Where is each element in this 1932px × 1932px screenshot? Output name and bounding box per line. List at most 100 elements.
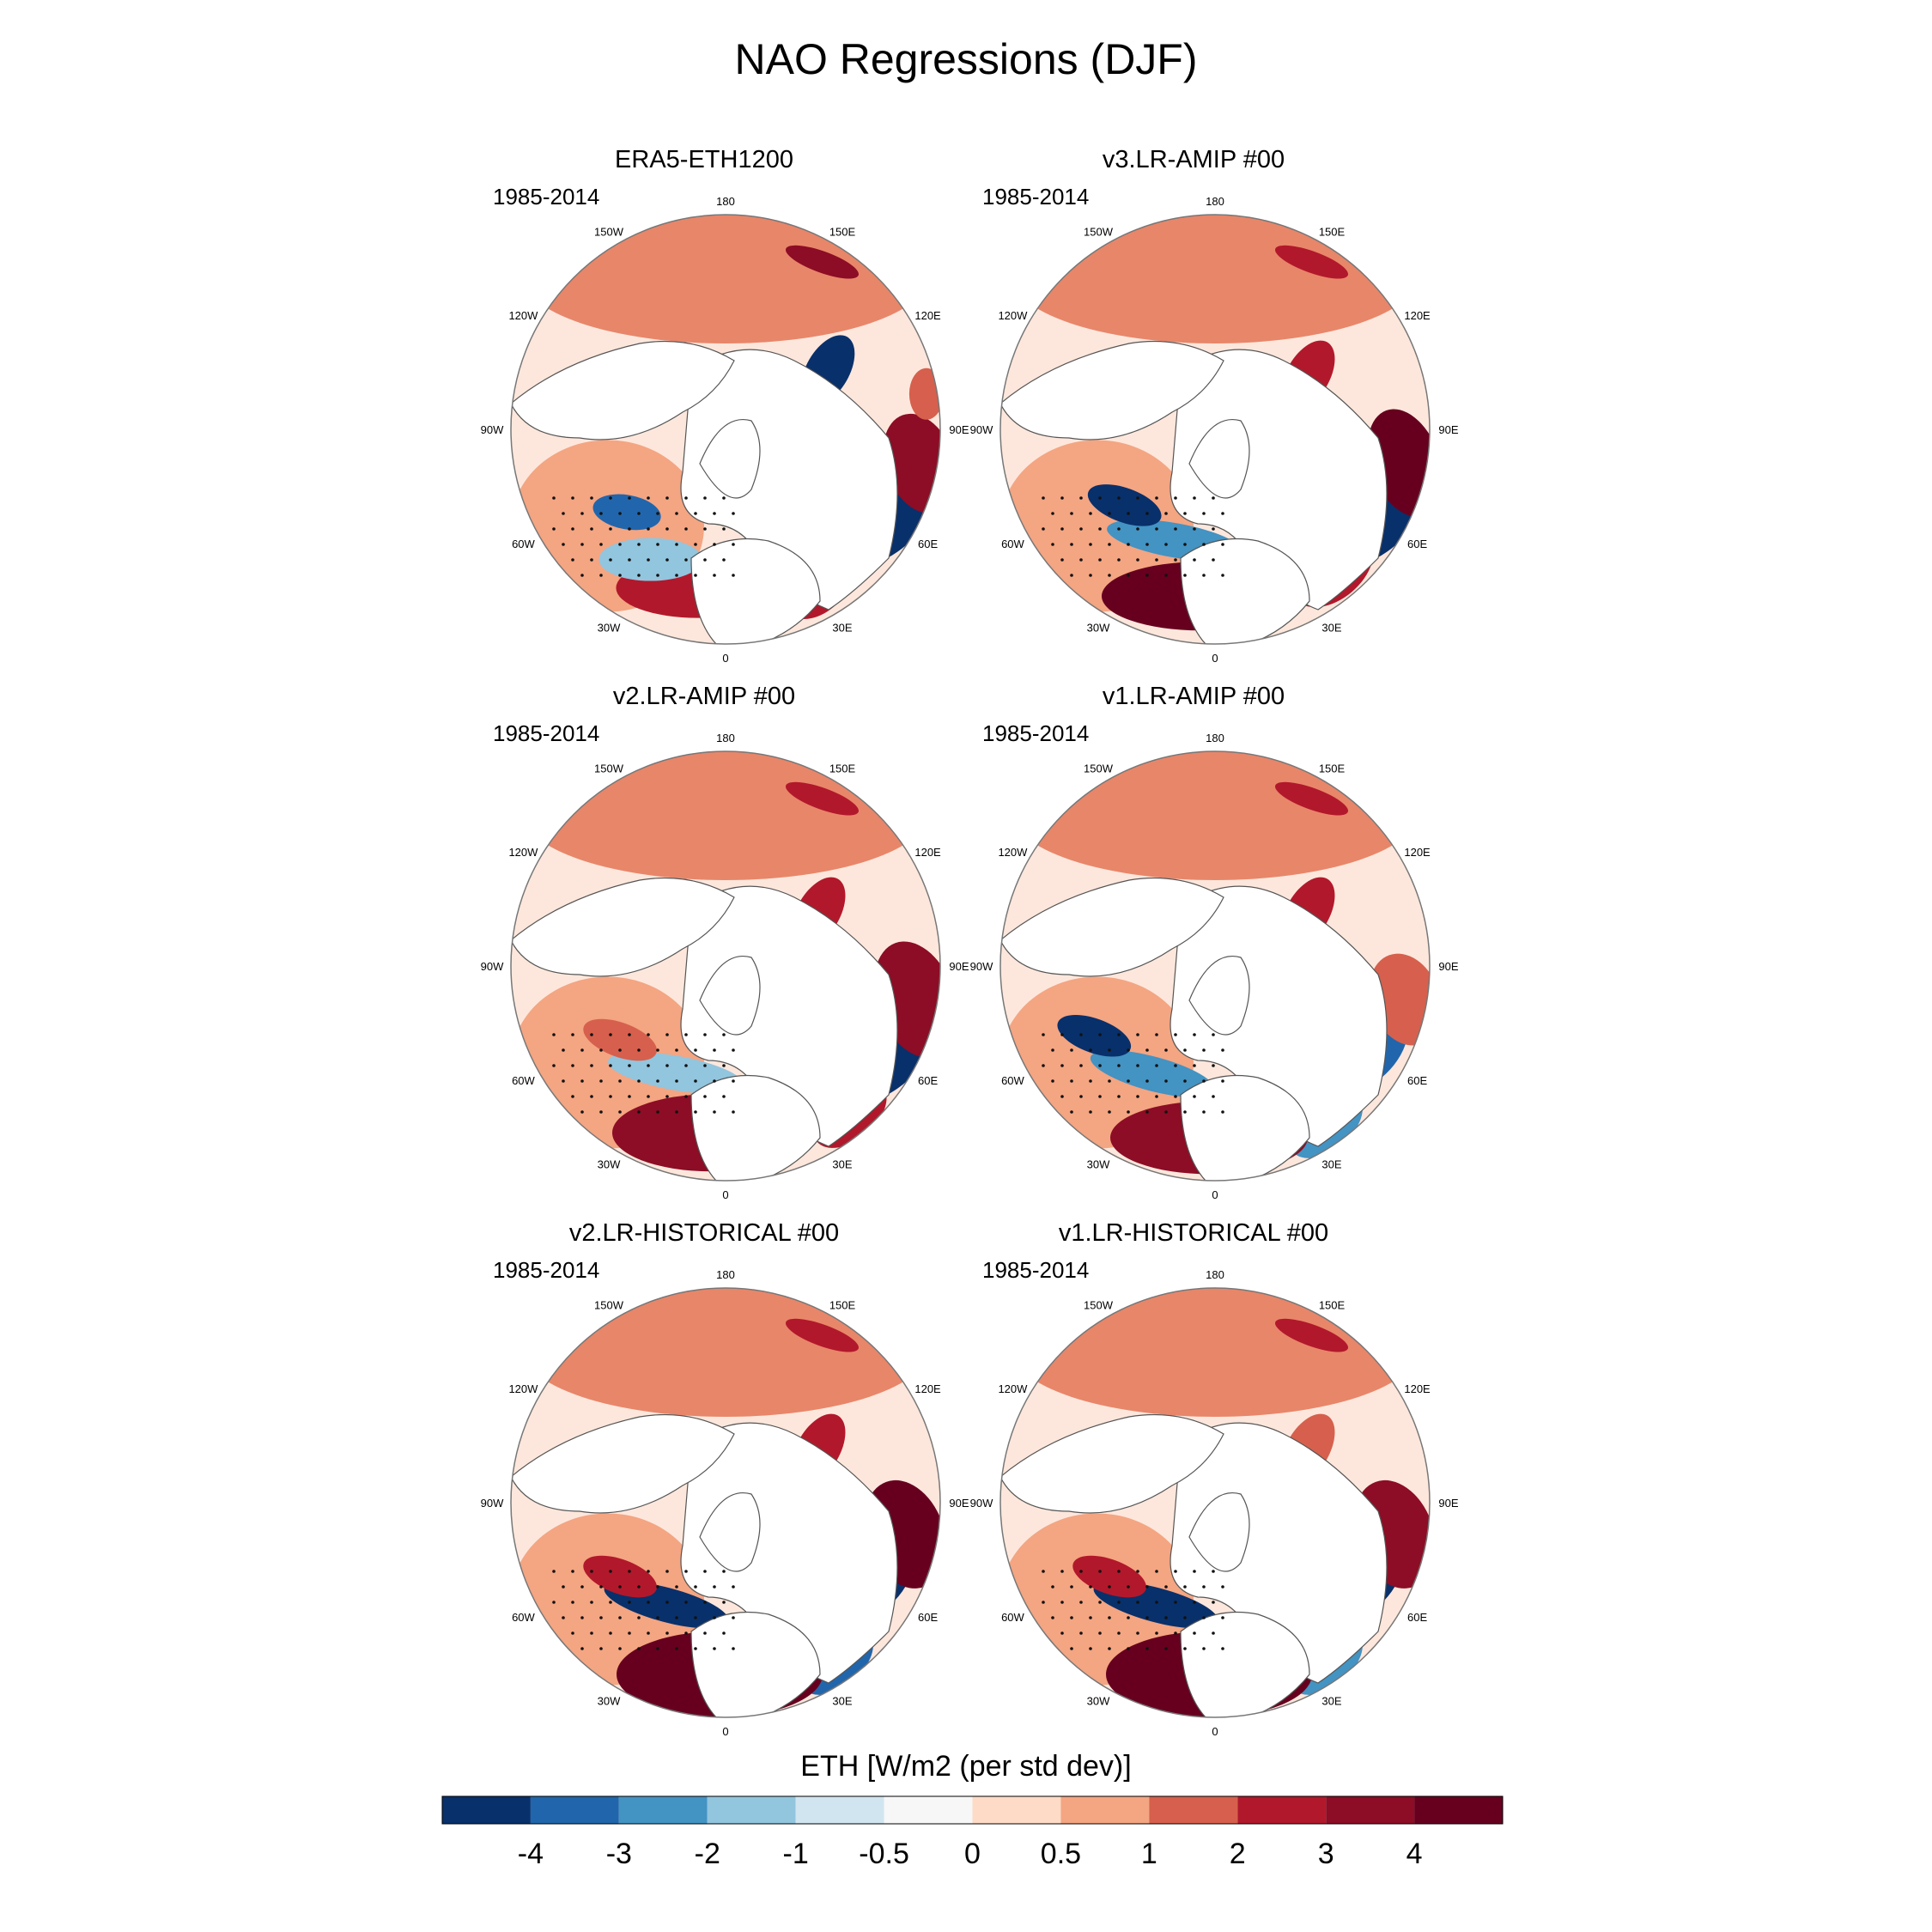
panel-period: 1985-2014 xyxy=(493,184,600,210)
significance-dot xyxy=(637,512,641,515)
significance-dot xyxy=(656,1616,659,1619)
longitude-label: 90E xyxy=(1438,960,1458,973)
land-mass xyxy=(690,1612,821,1717)
significance-dot xyxy=(1079,1570,1083,1573)
significance-dot xyxy=(1145,1616,1149,1619)
panel-title: v3.LR-AMIP #00 xyxy=(1102,146,1285,173)
map-panel: ERA5-ETH1200 1985-2014 180 150E 120E 90E 60E 30… xyxy=(481,146,969,665)
significance-dot xyxy=(1164,1585,1168,1589)
significance-dot xyxy=(1221,1585,1224,1589)
significance-dot xyxy=(1079,1033,1083,1036)
map-boundary xyxy=(999,1287,1431,1718)
significance-dot xyxy=(618,1647,622,1650)
significance-dot xyxy=(637,1585,641,1589)
longitude-label: 60W xyxy=(1001,1611,1024,1624)
polar-map: 180 150E 120E 90E 60E 30E 0 30W 60W 90W 120W 150W xyxy=(970,732,1459,1201)
significance-dot xyxy=(1202,1110,1206,1114)
longitude-label: 180 xyxy=(716,732,735,744)
significance-dot xyxy=(1108,1079,1111,1083)
significance-dot xyxy=(1117,558,1121,562)
significance-dot xyxy=(1136,1570,1139,1573)
significance-dot xyxy=(1145,512,1149,515)
significance-dot xyxy=(1051,574,1054,577)
significance-dot xyxy=(1098,1095,1102,1098)
land-mass xyxy=(680,349,898,611)
significance-dot xyxy=(1174,1095,1177,1098)
significance-dot xyxy=(580,1110,584,1114)
colorbar-swatch xyxy=(884,1796,973,1824)
longitude-label: 0 xyxy=(1212,1725,1218,1738)
longitude-label: 150W xyxy=(594,1299,624,1312)
panel-title: v2.LR-AMIP #00 xyxy=(612,683,796,710)
significance-dot xyxy=(1127,1616,1130,1619)
significance-dot xyxy=(1042,496,1045,500)
longitude-label: 120W xyxy=(998,1382,1028,1395)
significance-dot xyxy=(1079,496,1083,500)
significance-dot xyxy=(647,496,650,500)
significance-dot xyxy=(571,1570,574,1573)
significance-dot xyxy=(1202,1079,1206,1083)
significance-dot xyxy=(1127,1110,1130,1114)
significance-dot xyxy=(1164,512,1168,515)
significance-dot xyxy=(1117,1064,1121,1067)
significance-dot xyxy=(1117,1601,1121,1604)
significance-dot xyxy=(647,1033,650,1036)
longitude-label: 60W xyxy=(1001,1074,1024,1087)
longitude-label: 60E xyxy=(1407,1074,1427,1087)
significance-dot xyxy=(1174,496,1177,500)
significance-dot xyxy=(1155,1095,1158,1098)
significance-dot xyxy=(732,1079,735,1083)
significance-dot xyxy=(1193,1601,1196,1604)
significance-dot xyxy=(722,1095,726,1098)
significance-dot xyxy=(1202,574,1206,577)
significance-dot xyxy=(599,512,603,515)
significance-dot xyxy=(609,1570,612,1573)
significance-dot xyxy=(1145,1647,1149,1650)
significance-dot xyxy=(703,1601,707,1604)
significance-dot xyxy=(1155,1033,1158,1036)
significance-dot xyxy=(1098,558,1102,562)
significance-dot xyxy=(1155,1631,1158,1635)
significance-dot xyxy=(656,1079,659,1083)
significance-dot xyxy=(599,1048,603,1052)
significance-dot xyxy=(656,1110,659,1114)
significance-dot xyxy=(562,512,565,515)
longitude-label: 120E xyxy=(1404,1382,1431,1395)
significance-dot xyxy=(571,1064,574,1067)
longitude-label: 120W xyxy=(508,846,538,859)
significance-dot xyxy=(703,496,707,500)
significance-dot xyxy=(1098,527,1102,531)
significance-dot xyxy=(1117,1570,1121,1573)
significance-dot xyxy=(637,1616,641,1619)
significance-dot xyxy=(1193,496,1196,500)
significance-dot xyxy=(732,543,735,546)
colorbar-swatch xyxy=(972,1796,1061,1824)
significance-dot xyxy=(1136,1601,1139,1604)
significance-dot xyxy=(1089,1647,1092,1650)
significance-dot xyxy=(684,1033,688,1036)
longitude-label: 60W xyxy=(512,1074,535,1087)
significance-dot xyxy=(562,1616,565,1619)
significance-dot xyxy=(703,527,707,531)
significance-dot xyxy=(713,1647,716,1650)
significance-dot xyxy=(675,512,678,515)
significance-dot xyxy=(732,1048,735,1052)
significance-dot xyxy=(1108,1048,1111,1052)
land-mass xyxy=(680,1422,898,1684)
significance-dot xyxy=(1079,1601,1083,1604)
significance-dot xyxy=(1212,1064,1215,1067)
longitude-label: 60W xyxy=(512,1611,535,1624)
map-boundary xyxy=(999,214,1431,645)
significance-dot xyxy=(1127,1585,1130,1589)
significance-dot xyxy=(1070,1585,1073,1589)
significance-dot xyxy=(647,527,650,531)
significance-dot xyxy=(1164,1048,1168,1052)
significance-dot xyxy=(1212,1570,1215,1573)
significance-dot xyxy=(722,1064,726,1067)
significance-dot xyxy=(1193,1631,1196,1635)
colorbar-swatch xyxy=(530,1796,619,1824)
significance-dot xyxy=(580,1585,584,1589)
significance-dot xyxy=(1060,1631,1064,1635)
significance-dot xyxy=(1060,1033,1064,1036)
field-layer xyxy=(511,215,940,644)
